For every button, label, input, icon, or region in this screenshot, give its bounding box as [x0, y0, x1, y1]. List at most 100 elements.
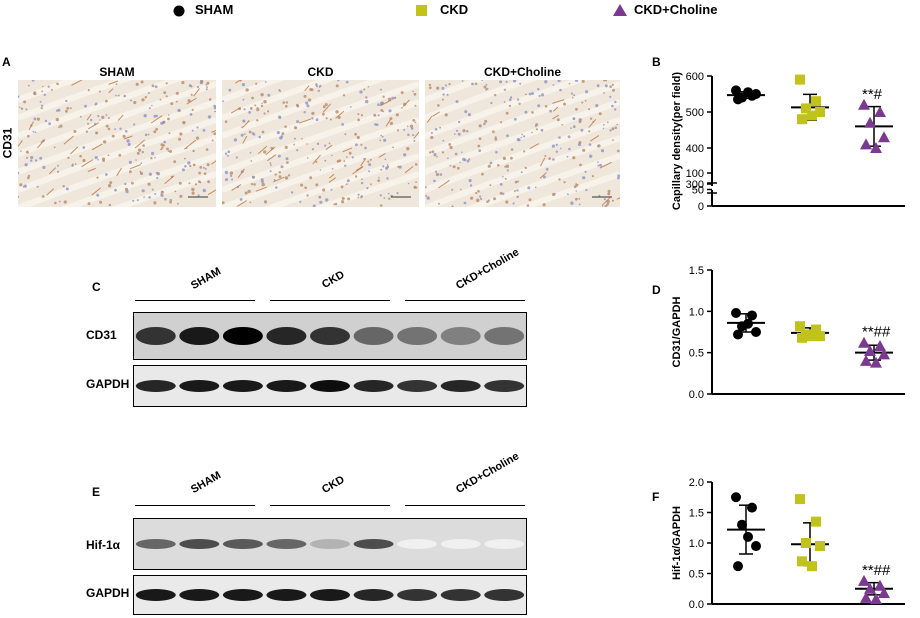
y-tick-label: 0.5: [689, 569, 704, 581]
group-label-sham-e: SHAM: [189, 469, 224, 496]
data-point: [864, 116, 876, 128]
data-point: [870, 142, 882, 153]
data-point: [815, 107, 825, 117]
y-tick-label: 0.5: [689, 348, 704, 360]
group-line-ckd-choline-c: [405, 300, 525, 301]
data-point: [860, 354, 872, 366]
data-point: [815, 331, 825, 342]
blot-gapdh-e: [133, 575, 527, 615]
data-point: [731, 492, 741, 503]
legend-marker-ckd: [416, 5, 427, 16]
data-point: [860, 591, 872, 603]
data-point: [731, 307, 741, 318]
data-point: [864, 345, 876, 357]
legend-label-ckd: CKD: [440, 2, 469, 17]
legend-label-ckd-choline: CKD+Choline: [634, 2, 718, 17]
chart-cd31-gapdh: CD31/GAPDH 0.0 0.5 1.0 1.5 **##: [671, 265, 905, 401]
data-point: [795, 321, 805, 332]
panel-letter-d: D: [652, 283, 661, 297]
panel-letter-b: B: [652, 55, 661, 69]
data-point: [733, 561, 743, 572]
panel-letter-a: A: [2, 55, 11, 69]
blot-cd31: [133, 312, 527, 360]
data-point: [743, 87, 753, 98]
data-point: [870, 593, 882, 605]
data-point: [874, 340, 886, 352]
y-tick-label: 0.0: [689, 599, 704, 611]
data-point: [733, 329, 743, 340]
micro-title-ckd-choline: CKD+Choline: [483, 65, 561, 79]
micro-title-sham: SHAM: [99, 65, 135, 79]
group-label-ckd-c: CKD: [320, 268, 347, 291]
data-point: [751, 327, 761, 337]
blot-hif1a: [133, 518, 527, 570]
micrograph-ckd: [222, 80, 419, 207]
y-tick-label: 600: [686, 71, 704, 83]
data-point: [860, 138, 872, 150]
data-point: [811, 516, 821, 527]
blot-row-label-gapdh-c: GAPDH: [86, 377, 130, 391]
micrograph-ckd-choline: [425, 80, 620, 207]
data-point: [858, 98, 870, 110]
y-tick-label: 100: [686, 168, 704, 180]
blot-row-label-gapdh-e: GAPDH: [86, 586, 130, 600]
data-point: [797, 332, 807, 343]
y-tick-label: 1.5: [689, 265, 704, 277]
data-point: [874, 579, 886, 591]
y-tick-label: 2.0: [689, 477, 704, 489]
data-point: [858, 574, 870, 586]
data-point: [811, 96, 821, 107]
significance-annotation: **##: [862, 562, 891, 579]
data-point: [743, 531, 753, 542]
group-label-ckd-e: CKD: [320, 473, 347, 496]
y-axis-label: CD31/GAPDH: [671, 296, 683, 367]
blot-gapdh-c: [133, 365, 527, 407]
y-tick-label: 50: [692, 185, 704, 197]
group-label-ckd-choline-c: CKD+Choline: [454, 246, 522, 292]
data-point: [747, 502, 757, 513]
data-point: [797, 114, 807, 125]
data-point: [751, 89, 761, 99]
y-tick-label: 0: [698, 201, 704, 213]
panel-letter-f: F: [652, 490, 660, 504]
data-point: [737, 519, 747, 530]
y-tick-label: 300: [686, 179, 704, 191]
y-axis-label: Capillary density(per field): [671, 72, 683, 210]
data-point: [801, 538, 811, 548]
y-tick-label: 1.0: [689, 306, 704, 318]
data-point: [795, 494, 805, 505]
panel-letter-e: E: [92, 485, 101, 499]
data-point: [878, 131, 890, 143]
micrograph-sham: [18, 80, 216, 207]
group-line-ckd-choline-e: [405, 505, 525, 506]
data-point: [807, 561, 817, 572]
group-label-ckd-choline-e: CKD+Choline: [454, 450, 522, 496]
legend-marker-sham: [173, 5, 185, 17]
blot-row-label-cd31: CD31: [86, 328, 117, 342]
panel-a-row-label: CD31: [0, 127, 15, 159]
significance-annotation: **##: [862, 324, 891, 341]
y-axis-label: Hif-1α/GAPDH: [671, 506, 683, 580]
data-point: [801, 103, 811, 114]
data-point: [811, 324, 821, 335]
data-point: [874, 106, 886, 117]
data-point: [870, 356, 882, 368]
group-line-ckd-e: [270, 505, 390, 506]
data-point: [731, 85, 741, 96]
significance-annotation: **#: [862, 86, 883, 103]
chart-hif1a-gapdh: Hif-1α/GAPDH 0.0 0.5 1.0 1.5 2.0 **##: [671, 477, 905, 611]
data-point: [797, 556, 807, 567]
data-point: [878, 348, 890, 360]
data-point: [815, 541, 825, 552]
legend-marker-ckd-choline: [613, 4, 627, 16]
group-line-sham-e: [135, 505, 255, 506]
group-line-ckd-c: [270, 300, 390, 301]
panel-letter-c: C: [92, 280, 101, 294]
y-tick-label: 400: [686, 143, 704, 155]
micro-title-ckd: CKD: [307, 65, 334, 79]
data-point: [733, 94, 743, 105]
data-point: [858, 336, 870, 348]
data-point: [864, 582, 876, 594]
blot-row-label-hif1a: Hif-1α: [86, 538, 121, 552]
